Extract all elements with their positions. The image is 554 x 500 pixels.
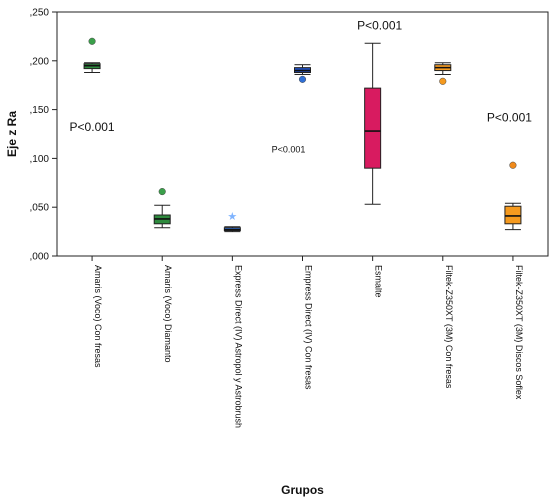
outlier-point: [509, 161, 517, 169]
box-group: [83, 37, 101, 74]
y-axis-ticks: ,000 ,050 ,100 ,150 ,200 ,250: [30, 8, 57, 263]
x-tick-label: Empress Direct (IV) Con fresas: [304, 265, 314, 390]
x-axis-ticks: Amaris (Voco) Con fresas Amaris (Voco) Di…: [91, 256, 524, 428]
box-group: [504, 161, 522, 231]
x-tick-label: Amaris (Voco) Con fresas: [93, 265, 103, 368]
x-tick-label: Filtek-Z350XT (3M) Discos Soflex: [514, 265, 524, 400]
x-tick-label: Express Direct (IV) Astropol y Astrobrus…: [233, 265, 243, 428]
x-axis-label: Grupos: [281, 483, 324, 497]
box-group: [434, 62, 452, 85]
p-value-annotation: P<0.001: [70, 120, 115, 134]
y-tick-label: ,000: [30, 252, 50, 263]
box-group: [294, 64, 311, 83]
box: [504, 205, 522, 225]
plot-frame: [56, 11, 549, 257]
x-tick-label: Filtek-Z350XT (3M) Con fresas: [444, 265, 454, 389]
annotations: P<0.001 P<0.001 P<0.001 P<0.001: [70, 19, 533, 155]
y-tick-label: ,250: [30, 8, 50, 19]
p-value-annotation: P<0.001: [487, 110, 532, 124]
y-tick-label: ,200: [30, 56, 50, 67]
x-tick-label: Esmalte: [374, 265, 384, 298]
box-group: ★: [223, 210, 241, 233]
y-tick-label: ,100: [30, 154, 50, 165]
y-tick-label: ,050: [30, 203, 50, 214]
outlier-point: [158, 188, 166, 196]
p-value-annotation: P<0.001: [272, 145, 306, 155]
y-tick-label: ,150: [30, 105, 50, 116]
outlier-star: ★: [227, 210, 237, 223]
box-group: [153, 188, 171, 229]
outlier-point: [88, 37, 96, 45]
y-axis-label: Eje z Ra: [5, 111, 19, 157]
x-tick-label: Amaris (Voco) Diamanto: [163, 265, 173, 363]
axes: [56, 11, 549, 257]
box: [364, 87, 382, 169]
box-group: [364, 42, 382, 205]
p-value-annotation: P<0.001: [357, 19, 402, 33]
outlier-point: [298, 75, 307, 83]
boxes: ★: [83, 37, 522, 233]
outlier-point: [439, 77, 447, 85]
